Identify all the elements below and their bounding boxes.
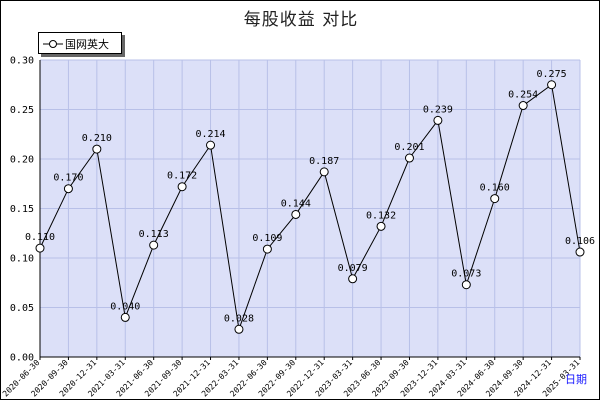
data-label: 0.275: [537, 69, 567, 80]
data-point: [234, 324, 244, 334]
data-label: 0.079: [338, 263, 368, 274]
data-label: 0.073: [451, 269, 481, 280]
data-label: 0.160: [480, 183, 510, 194]
chart-title: 每股收益 对比: [243, 10, 359, 30]
legend-marker-icon: [43, 40, 63, 48]
data-label: 0.028: [224, 313, 254, 324]
legend-series-label: 国网英大: [65, 38, 109, 51]
data-point: [206, 140, 216, 150]
data-label: 0.239: [423, 104, 453, 115]
data-label: 0.040: [110, 301, 140, 312]
data-point: [120, 312, 130, 322]
data-label: 0.172: [167, 171, 197, 182]
data-point: [490, 194, 500, 204]
data-point: [92, 144, 102, 154]
series-line: [39, 83, 581, 330]
data-label: 0.210: [82, 133, 112, 144]
data-label: 0.254: [508, 90, 538, 101]
data-label: 0.214: [195, 129, 225, 140]
y-tick-label: 0.00: [10, 353, 34, 364]
data-point: [433, 115, 443, 125]
legend: 国网英大: [38, 32, 122, 54]
data-point: [291, 209, 301, 219]
data-point: [518, 101, 528, 111]
data-point: [575, 247, 585, 257]
y-tick-label: 0.05: [10, 303, 34, 314]
x-axis-label: 日期: [565, 373, 587, 386]
data-label: 0.132: [366, 210, 396, 221]
data-label: 0.110: [25, 232, 55, 243]
data-point: [404, 153, 414, 163]
data-point: [376, 221, 386, 231]
data-label: 0.109: [252, 233, 282, 244]
data-point: [461, 280, 471, 290]
data-point: [262, 244, 272, 254]
data-point: [63, 184, 73, 194]
data-label: 0.106: [565, 236, 595, 247]
data-label: 0.201: [394, 142, 424, 153]
y-tick-label: 0.10: [10, 254, 34, 265]
data-label: 0.170: [53, 173, 83, 184]
data-point: [177, 182, 187, 192]
data-point: [319, 167, 329, 177]
data-point: [348, 274, 358, 284]
data-point: [149, 240, 159, 250]
y-tick-label: 0.15: [10, 204, 34, 215]
data-point: [35, 243, 45, 253]
data-label: 0.144: [281, 198, 311, 209]
y-tick-label: 0.30: [10, 56, 34, 67]
data-point: [547, 80, 557, 90]
y-tick-label: 0.25: [10, 105, 34, 116]
data-label: 0.113: [139, 229, 169, 240]
data-label: 0.187: [309, 156, 339, 167]
y-tick-label: 0.20: [10, 155, 34, 166]
